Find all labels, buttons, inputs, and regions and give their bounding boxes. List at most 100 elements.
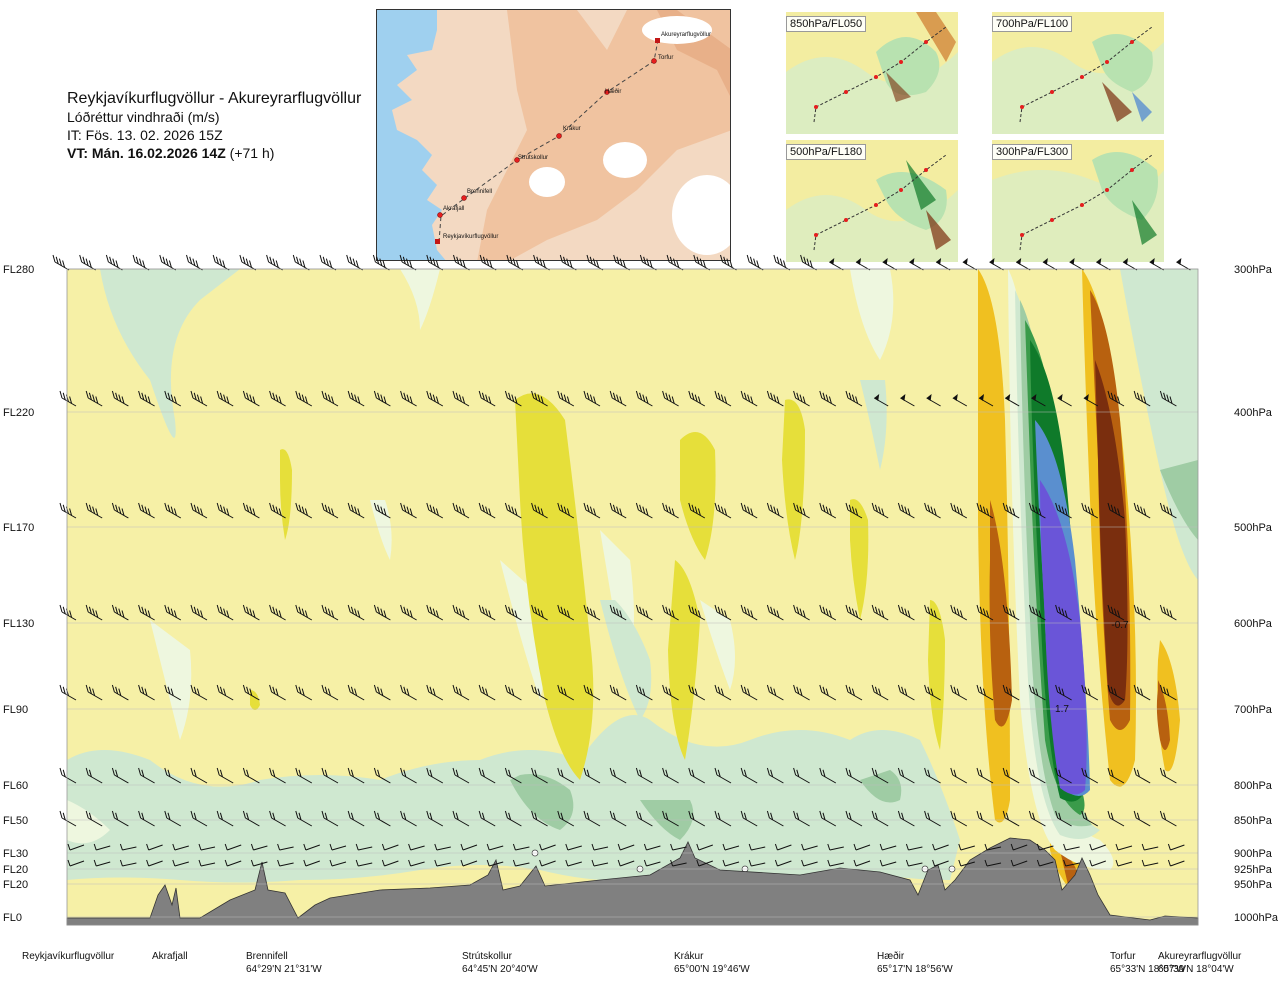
wind-barb bbox=[478, 502, 496, 519]
wind-barb bbox=[1107, 604, 1125, 621]
wind-barb bbox=[212, 254, 230, 271]
wind-barb bbox=[452, 767, 470, 784]
wind-barb bbox=[408, 843, 425, 851]
wind-barb bbox=[216, 684, 234, 701]
wind-barb bbox=[924, 767, 941, 784]
wind-barb bbox=[714, 502, 732, 519]
wind-barb bbox=[216, 810, 234, 827]
level-map-700-svg bbox=[992, 12, 1164, 134]
wind-barb bbox=[138, 767, 155, 784]
y-left-tick-label: FL220 bbox=[3, 407, 34, 419]
wind-barb bbox=[346, 254, 363, 271]
wind-barb bbox=[321, 604, 339, 621]
wind-barb bbox=[269, 604, 286, 621]
wind-barb bbox=[714, 604, 732, 621]
wind-barb bbox=[740, 810, 758, 827]
wind-barb bbox=[111, 390, 129, 407]
wind-barb bbox=[381, 843, 399, 851]
axes: FL280 FL220 FL170 FL130 FL90 FL60 FL50 FL30 FL20… bbox=[3, 264, 1279, 975]
velocity-contour-rise_faint bbox=[850, 269, 894, 360]
wind-barb bbox=[617, 843, 635, 851]
velocity-contour-sink_mid bbox=[989, 500, 1012, 727]
wind-barb bbox=[950, 684, 968, 701]
wind-barb bbox=[105, 254, 123, 271]
wind-barb bbox=[557, 767, 575, 784]
wind-barb bbox=[766, 502, 784, 519]
wind-barb bbox=[132, 254, 150, 271]
wind-barb bbox=[688, 604, 706, 621]
wind-barb bbox=[478, 604, 496, 621]
wind-barb bbox=[373, 502, 391, 519]
velocity-contour-rise_faint bbox=[150, 620, 192, 740]
wind-barb bbox=[586, 254, 604, 271]
velocity-contour-rise_weak bbox=[860, 380, 887, 470]
wind-barb bbox=[319, 254, 337, 271]
wind-barb bbox=[662, 604, 679, 621]
wind-barb bbox=[819, 390, 837, 407]
wind-barb bbox=[190, 767, 208, 784]
wind-barb bbox=[321, 810, 339, 827]
wind-barb bbox=[539, 859, 556, 867]
wind-barb bbox=[198, 843, 216, 851]
wind-barb bbox=[1057, 394, 1072, 407]
wind-barb bbox=[277, 843, 294, 851]
wind-barb bbox=[146, 859, 163, 867]
wind-barb bbox=[250, 843, 268, 851]
wind-barb bbox=[408, 859, 425, 867]
wind-barb bbox=[746, 254, 764, 271]
level-map-700: 700hPa/FL100 bbox=[992, 12, 1164, 134]
wind-barb bbox=[989, 258, 1004, 271]
wind-barb bbox=[984, 843, 1002, 851]
wind-barb bbox=[426, 254, 444, 271]
wind-barb bbox=[224, 843, 242, 851]
wind-barb bbox=[159, 254, 177, 271]
waypoint-label: Reykjavíkurflugvöllur bbox=[443, 234, 498, 240]
wind-barb bbox=[609, 604, 627, 621]
wind-barb bbox=[85, 604, 103, 621]
x-location-name: Hæðir bbox=[877, 950, 905, 962]
wind-barb bbox=[559, 254, 577, 271]
velocity-contour-sink_faint bbox=[850, 499, 869, 620]
wind-barb bbox=[1081, 604, 1099, 621]
wind-barb bbox=[381, 859, 399, 867]
wind-barb bbox=[871, 604, 889, 621]
wind-barb bbox=[635, 767, 653, 784]
wind-barb bbox=[1107, 684, 1125, 701]
wind-barb bbox=[79, 254, 96, 271]
y-left-tick-label: FL90 bbox=[3, 704, 28, 716]
wind-barb bbox=[478, 767, 496, 784]
wind-barb bbox=[242, 502, 260, 519]
waypoint-label: Torfur bbox=[658, 55, 673, 61]
wind-barb bbox=[93, 859, 111, 867]
wind-barb bbox=[242, 767, 260, 784]
wind-barb bbox=[373, 684, 391, 701]
wind-barb bbox=[111, 502, 129, 519]
wind-barb bbox=[774, 859, 792, 867]
wind-barb bbox=[512, 859, 530, 867]
y-left-tick-label: FL170 bbox=[3, 522, 34, 534]
velocity-contour-rise_weak bbox=[67, 715, 960, 883]
wind-barb bbox=[269, 810, 286, 827]
wind-barb bbox=[1133, 502, 1151, 519]
wind-barb bbox=[531, 810, 548, 827]
wind-barb bbox=[829, 258, 844, 271]
wind-barb bbox=[85, 767, 103, 784]
wind-barb bbox=[531, 502, 548, 519]
wind-barb bbox=[662, 767, 679, 784]
wind-barb bbox=[266, 254, 283, 271]
wind-barb bbox=[1133, 767, 1151, 784]
wind-barb bbox=[800, 254, 817, 271]
velocity-contour-rise_mid bbox=[1160, 460, 1198, 540]
velocity-contour-sink_faint bbox=[668, 560, 700, 760]
wind-barb bbox=[855, 258, 871, 271]
wind-barb bbox=[609, 390, 627, 407]
terrain-profile bbox=[66, 837, 1199, 926]
wind-barb bbox=[793, 767, 810, 784]
wind-barb bbox=[1055, 684, 1072, 701]
wind-barb bbox=[722, 859, 740, 867]
wind-barb bbox=[190, 604, 208, 621]
wind-barb bbox=[347, 502, 365, 519]
y-right-tick-label: 800hPa bbox=[1234, 780, 1273, 792]
wind-barb bbox=[138, 604, 155, 621]
y-right-tick-label: 300hPa bbox=[1234, 264, 1273, 276]
